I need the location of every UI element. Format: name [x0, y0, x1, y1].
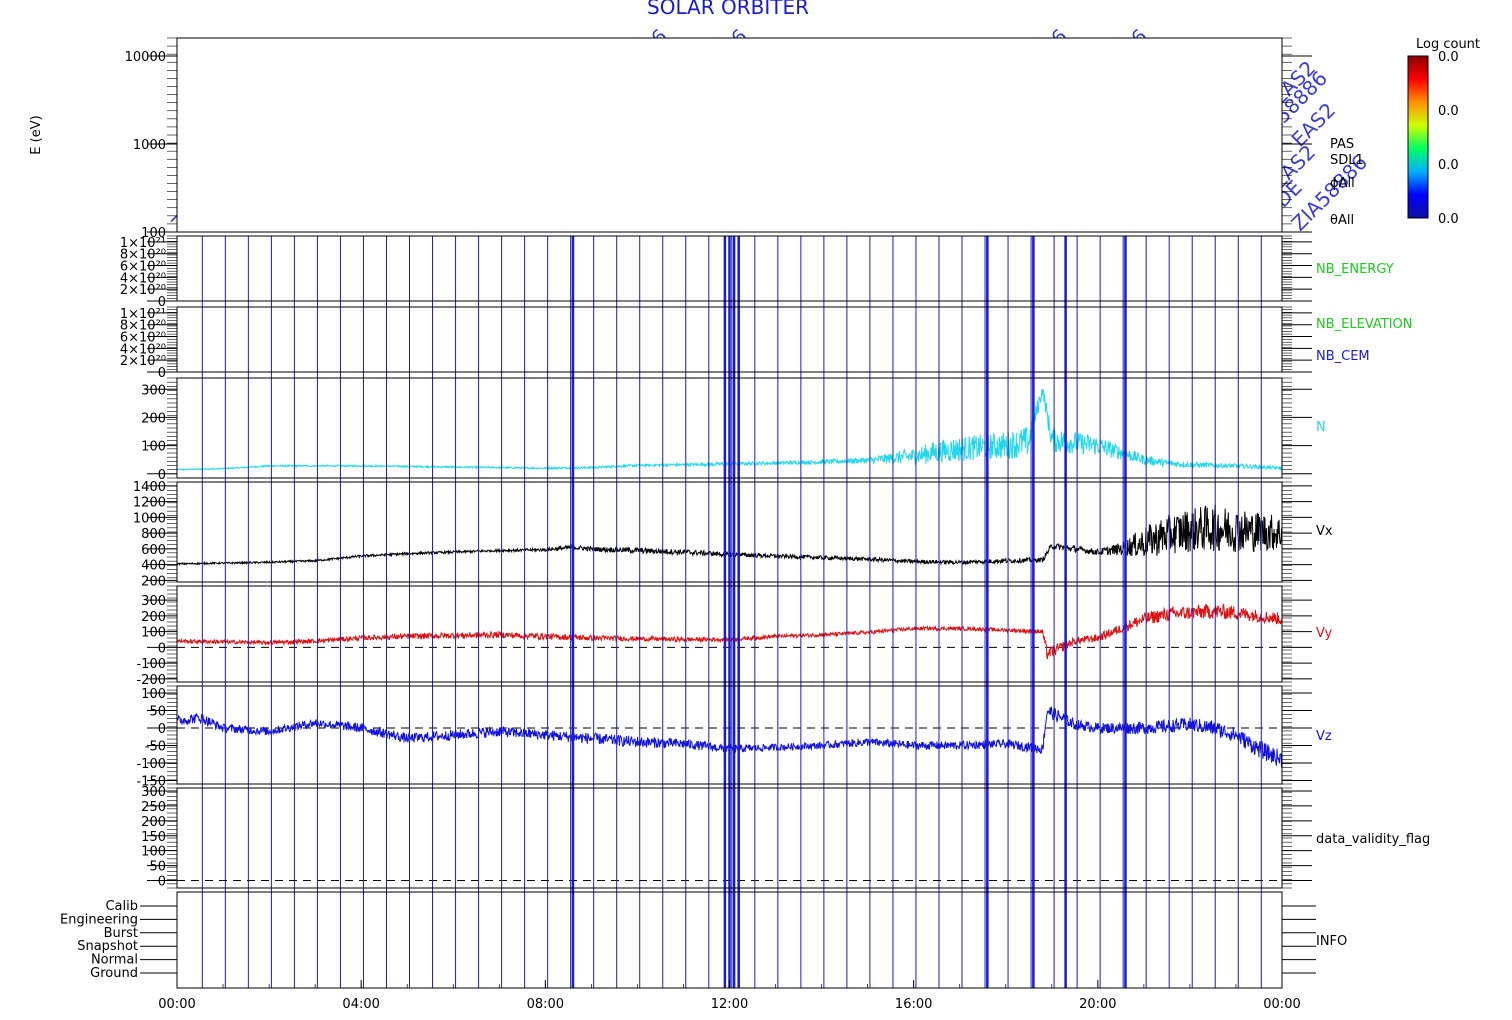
y-tick-label: 100 — [141, 626, 166, 641]
panel-frame — [176, 377, 1283, 479]
series-label: Vx — [1316, 524, 1333, 539]
y-axis-label: E (eV) — [29, 115, 44, 154]
y-tick-label: 1×10²¹ — [120, 236, 166, 251]
y-tick-label: 1200 — [133, 496, 166, 511]
colorbar-tag: θAll — [1330, 213, 1354, 228]
y-tick-label: 0 — [158, 468, 166, 483]
y-tick-label: 200 — [141, 610, 166, 625]
y-tick-label: 4×10²⁰ — [120, 271, 166, 286]
y-tick-label: -200 — [136, 673, 166, 688]
info-tick-label: Ground — [90, 966, 138, 981]
y-tick-label: 1000 — [133, 511, 166, 526]
series-label: INFO — [1316, 934, 1347, 949]
colorbar-tick-label: 0.0 — [1438, 50, 1459, 65]
y-tick-label: 100 — [141, 226, 166, 241]
panel-frame — [176, 787, 1283, 889]
panel-frame — [176, 37, 1283, 233]
colorbar-tick-label: 0.0 — [1438, 212, 1459, 227]
y-tick-label: 250 — [141, 800, 166, 815]
colorbar-scale — [1407, 55, 1429, 219]
y-tick-label: -100 — [136, 757, 166, 772]
y-tick-label: 10000 — [125, 50, 166, 65]
y-tick-label: 800 — [141, 527, 166, 542]
y-tick-label: 0 — [158, 295, 166, 310]
y-tick-label: -100 — [136, 657, 166, 672]
y-tick-label: -150 — [136, 775, 166, 790]
plot-title: SOLAR ORBITER — [647, 0, 809, 19]
panel-background — [177, 38, 1282, 232]
colorbar-tag: SDL1 — [1330, 153, 1364, 168]
y-tick-label: 100 — [141, 845, 166, 860]
x-tick-label: 08:00 — [527, 997, 564, 1012]
y-tick-label: 0 — [158, 641, 166, 656]
colorbar-tick-label: 0.0 — [1438, 158, 1459, 173]
y-tick-label: 150 — [141, 830, 166, 845]
y-tick-label: 600 — [141, 543, 166, 558]
y-tick-label: 300 — [141, 594, 166, 609]
series-label: Vz — [1316, 729, 1332, 744]
series-label: NB_ENERGY — [1316, 262, 1394, 277]
y-tick-label: 1×10²¹ — [120, 307, 166, 322]
y-tick-label: 2×10²⁰ — [120, 283, 166, 298]
info-tick-label: Snapshot — [77, 939, 138, 954]
series-label: NB_ELEVATION — [1316, 317, 1413, 332]
y-tick-label: 0 — [158, 875, 166, 890]
info-tick-label: Engineering — [60, 912, 138, 927]
colorbar-label: Log count — [1416, 37, 1480, 52]
y-tick-label: 100 — [141, 687, 166, 702]
y-tick-label: 50 — [149, 860, 166, 875]
y-tick-label: 6×10²⁰ — [120, 331, 166, 346]
event-lines — [201, 236, 1262, 988]
y-tick-label: 0 — [158, 366, 166, 381]
series-label: N — [1316, 420, 1326, 435]
y-tick-label: 1400 — [133, 480, 166, 495]
info-tick-label: Normal — [91, 953, 138, 968]
y-tick-label: 300 — [141, 383, 166, 398]
panel-0: 10000 1000 100 E (eV) — [29, 37, 1312, 241]
y-tick-label: 100 — [141, 440, 166, 455]
series-label: NB_CEM — [1316, 349, 1370, 364]
colorbar-tick-label: 0.0 — [1438, 104, 1459, 119]
series-label: Vy — [1316, 626, 1333, 641]
panel-frame — [176, 306, 1283, 373]
info-tick-label: Burst — [104, 926, 138, 941]
panel-frame — [176, 585, 1283, 683]
x-tick-label: 00:00 — [158, 997, 195, 1012]
y-tick-label: 400 — [141, 559, 166, 574]
y-tick-label: 2×10²⁰ — [120, 354, 166, 369]
x-tick-label: 04:00 — [342, 997, 379, 1012]
x-tick-label: 16:00 — [895, 997, 932, 1012]
y-tick-label: 1000 — [133, 138, 166, 153]
panel-frame — [176, 235, 1283, 302]
colorbar-tag: ϕAll — [1330, 176, 1355, 191]
y-tick-label: 200 — [141, 815, 166, 830]
y-tick-label: 8×10²⁰ — [120, 319, 166, 334]
y-tick-label: 6×10²⁰ — [120, 260, 166, 275]
y-tick-label: 50 — [149, 705, 166, 720]
info-tick-label: Calib — [105, 899, 138, 914]
colorbar-tag: PAS — [1330, 137, 1354, 152]
panel-8: CalibEngineeringBurstSnapshotNormalGroun… — [60, 892, 1347, 988]
y-tick-label: 200 — [141, 411, 166, 426]
y-tick-label: 8×10²⁰ — [120, 248, 166, 263]
time-axis: 00:00 04:00 08:00 12:00 16:00 20:00 00:00 — [158, 980, 1301, 1012]
x-tick-label: 00:00 — [1263, 997, 1300, 1012]
x-tick-label: 20:00 — [1079, 997, 1116, 1012]
panel-frame — [176, 685, 1283, 785]
series-label: data_validity_flag — [1316, 832, 1430, 847]
y-tick-label: 200 — [141, 574, 166, 589]
y-tick-label: 0 — [158, 722, 166, 737]
y-tick-label: 4×10²⁰ — [120, 342, 166, 357]
panel-frame — [176, 481, 1283, 583]
y-tick-label: 300 — [141, 785, 166, 800]
y-tick-label: -50 — [145, 740, 166, 755]
x-tick-label: 12:00 — [711, 997, 748, 1012]
